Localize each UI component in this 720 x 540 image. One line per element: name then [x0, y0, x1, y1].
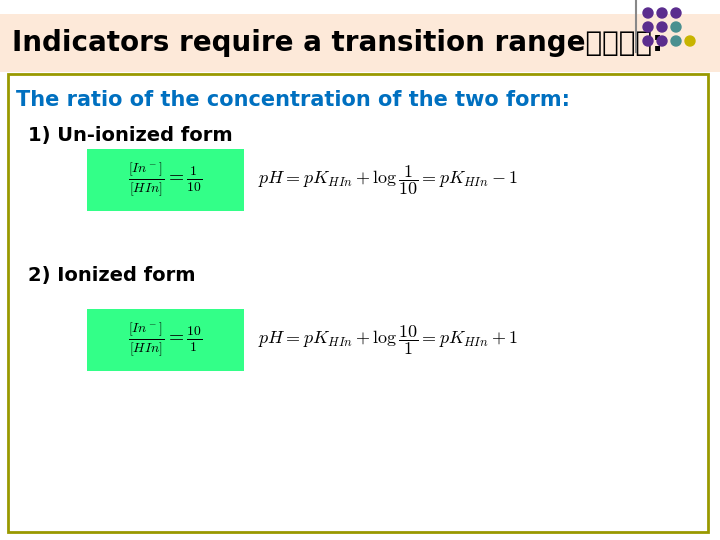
Text: $\frac{[In^-]}{[HIn]}=\frac{1}{10}$: $\frac{[In^-]}{[HIn]}=\frac{1}{10}$	[128, 161, 202, 199]
Text: $pH = pK_{HIn} + \log\dfrac{1}{10} = pK_{HIn} - 1$: $pH = pK_{HIn} + \log\dfrac{1}{10} = pK_…	[258, 163, 518, 197]
Text: 2) Ionized form: 2) Ionized form	[28, 266, 196, 285]
Circle shape	[643, 36, 653, 46]
FancyBboxPatch shape	[87, 149, 244, 211]
FancyBboxPatch shape	[8, 74, 708, 532]
Text: $pH = pK_{HIn} + \log\dfrac{10}{1} = pK_{HIn} + 1$: $pH = pK_{HIn} + \log\dfrac{10}{1} = pK_…	[258, 323, 518, 357]
Text: $\frac{[In^-]}{[HIn]}=\frac{10}{1}$: $\frac{[In^-]}{[HIn]}=\frac{10}{1}$	[128, 321, 202, 359]
Circle shape	[643, 8, 653, 18]
FancyBboxPatch shape	[0, 14, 720, 72]
Text: 1) Un-ionized form: 1) Un-ionized form	[28, 125, 233, 145]
Text: The ratio of the concentration of the two form:: The ratio of the concentration of the tw…	[16, 90, 570, 110]
Text: Indicators require a transition range变色范围:: Indicators require a transition range变色范…	[12, 29, 663, 57]
Circle shape	[657, 8, 667, 18]
Circle shape	[657, 22, 667, 32]
Circle shape	[671, 8, 681, 18]
Circle shape	[643, 22, 653, 32]
Circle shape	[671, 36, 681, 46]
Circle shape	[671, 22, 681, 32]
Circle shape	[657, 36, 667, 46]
Circle shape	[685, 36, 695, 46]
FancyBboxPatch shape	[87, 309, 244, 371]
